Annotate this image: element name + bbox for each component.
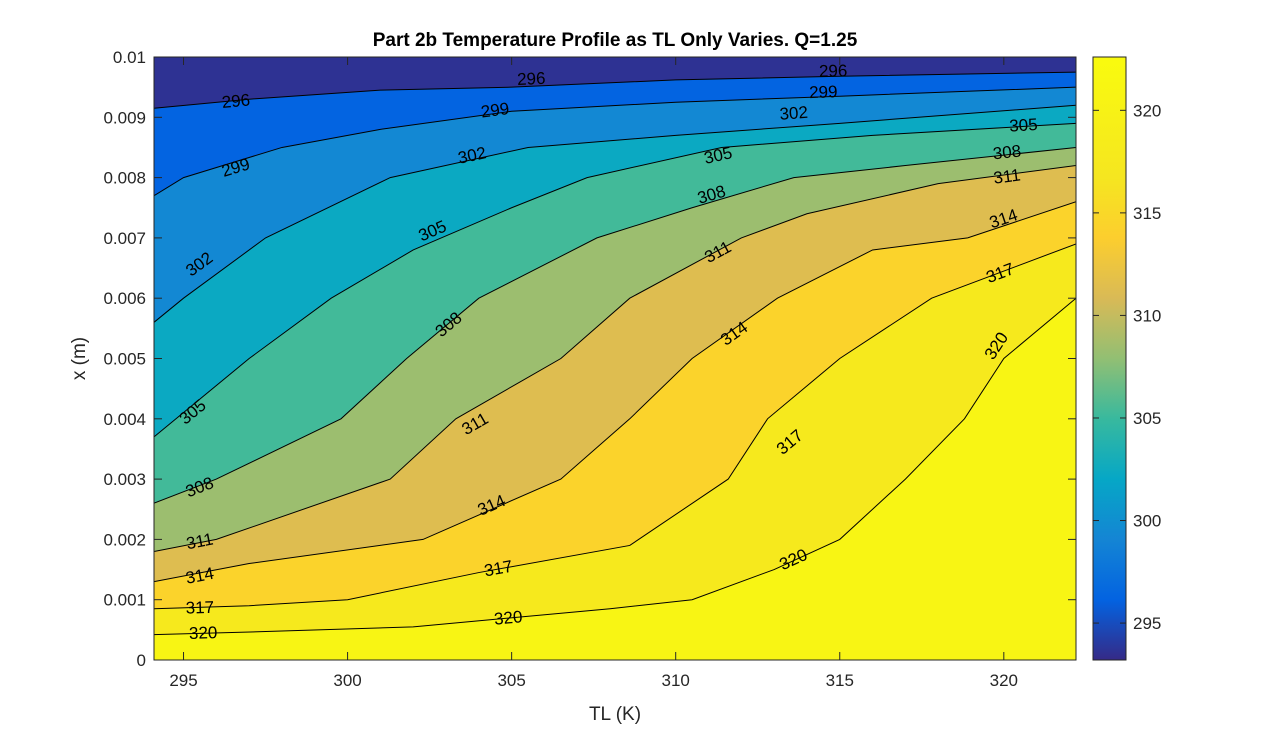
contour-label: 320 xyxy=(493,607,523,629)
colorbar-tick-label: 310 xyxy=(1133,306,1161,325)
contour-line xyxy=(154,165,1076,552)
contour-label: 296 xyxy=(517,69,546,89)
contour-label: 296 xyxy=(819,61,848,81)
colorbar-gradient xyxy=(1092,56,1127,661)
colorbar-tick-label: 305 xyxy=(1133,409,1161,428)
y-tick-label: 0.004 xyxy=(103,410,146,429)
x-tick-label: 300 xyxy=(333,671,361,690)
y-tick-label: 0 xyxy=(137,651,146,670)
y-tick-label: 0.008 xyxy=(103,169,146,188)
contour-label: 305 xyxy=(1009,115,1038,136)
contour-line xyxy=(154,201,1076,583)
contour-label: 320 xyxy=(189,623,218,643)
contour-lines xyxy=(154,71,1076,636)
y-tick-label: 0.007 xyxy=(103,229,146,248)
x-tick-label: 310 xyxy=(662,671,690,690)
y-tick-label: 0.009 xyxy=(103,108,146,127)
contour-line xyxy=(154,104,1076,323)
y-tick-label: 0.003 xyxy=(103,470,146,489)
contour-label: 317 xyxy=(483,557,514,581)
y-tick-label: 0.006 xyxy=(103,289,146,308)
contour-label: 299 xyxy=(809,82,838,102)
contour-line xyxy=(154,71,1076,109)
y-tick-label: 0.005 xyxy=(103,350,146,369)
contour-label: 302 xyxy=(779,103,809,124)
contour-line xyxy=(154,122,1076,438)
chart-title: Part 2b Temperature Profile as TL Only V… xyxy=(373,30,858,51)
temperature-field xyxy=(154,57,1076,660)
colorbar-tick-label: 315 xyxy=(1133,204,1161,223)
colorbar-tick-label: 300 xyxy=(1133,512,1161,531)
x-tick-label: 320 xyxy=(990,671,1018,690)
colorbar-tick-label: 295 xyxy=(1133,614,1161,633)
contour-line xyxy=(154,297,1076,636)
contour-line xyxy=(154,243,1076,610)
y-tick-label: 0.01 xyxy=(113,48,146,67)
axes: 295 300 305 310 315 320 0 0.001 0.002 0.003 0.004 0… xyxy=(103,48,1077,690)
contour-line xyxy=(154,86,1076,197)
y-axis-title: x (m) xyxy=(69,337,90,380)
contour-label: 296 xyxy=(221,90,251,112)
colorbar: 295 300 305 310 315 320 xyxy=(1092,56,1161,661)
contour-label: 311 xyxy=(992,165,1021,187)
contour-label: 299 xyxy=(480,99,511,122)
x-tick-label: 305 xyxy=(497,671,525,690)
x-axis-title: TL (K) xyxy=(589,704,641,725)
x-tick-label: 315 xyxy=(826,671,854,690)
y-tick-label: 0.001 xyxy=(103,591,146,610)
contour-label: 311 xyxy=(185,530,215,554)
colorbar-tick-label: 320 xyxy=(1133,101,1161,120)
x-tick-label: 295 xyxy=(169,671,197,690)
band-fill xyxy=(154,298,1076,660)
contour-label: 308 xyxy=(992,142,1022,164)
contour-line xyxy=(154,146,1076,504)
y-tick-label: 0.002 xyxy=(103,530,146,549)
contour-label: 317 xyxy=(185,598,214,618)
contour-label: 314 xyxy=(184,564,215,588)
